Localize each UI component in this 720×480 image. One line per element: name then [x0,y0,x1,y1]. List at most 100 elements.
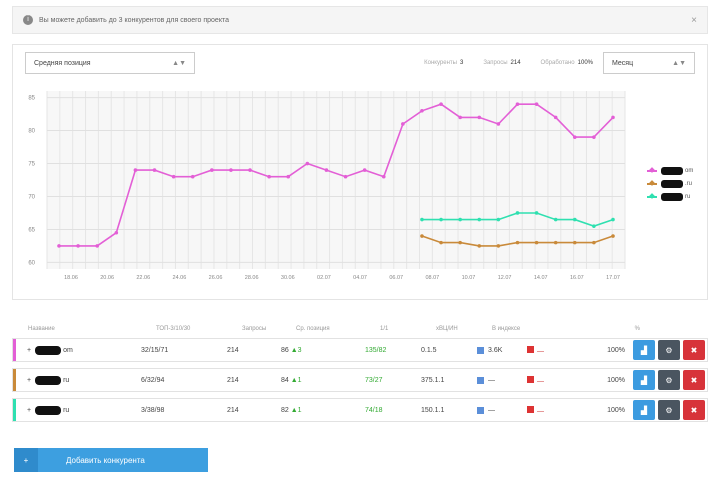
data-point [496,217,501,222]
cell-vc: 150.1.1 [421,406,445,414]
legend-swatch [647,196,657,198]
x-tick-label: 18.06 [64,275,78,281]
data-point [210,168,214,172]
metric-select[interactable]: Средняя позиция ▲▼ [25,52,195,74]
cell-yandex: — [527,345,591,355]
plus-icon: + [14,448,38,472]
y-tick-label: 85 [28,96,35,102]
row-color-stripe [13,399,16,421]
legend-item[interactable]: .ru [647,180,693,188]
competitor-name[interactable]: + ru [27,405,70,415]
summary-metrics: Конкуренты 3 Запросы 214 Обработано 100% [424,60,593,66]
cell-percent: 100% [607,346,625,354]
data-point [458,217,462,222]
data-point [420,108,424,113]
x-tick-label: 17.07 [606,275,620,281]
y-tick-label: 75 [28,162,35,168]
cell-queries: 214 [227,346,239,354]
metric-competitors: Конкуренты 3 [424,60,464,66]
plot-area [47,91,625,269]
data-point [477,217,482,222]
x-tick-label: 04.07 [353,275,367,281]
data-point [381,174,386,179]
header-percent: % [634,326,640,332]
data-point [515,211,520,215]
data-point [572,217,577,222]
chart-button[interactable]: ▟ [633,340,655,360]
legend-item[interactable]: ru [647,193,693,201]
add-competitor-button[interactable]: + Добавить конкурента [14,448,208,472]
series-line [59,103,614,247]
chart-button[interactable]: ▟ [633,370,655,390]
data-point [458,115,462,120]
x-tick-label: 12.07 [498,275,512,281]
cell-index: — [477,376,527,384]
x-tick-label: 02.07 [317,275,331,281]
data-point [420,217,424,222]
cell-avg: 82 ▲1 [281,406,302,414]
row-color-stripe [13,339,16,361]
data-point [439,102,443,106]
chart-button[interactable]: ▟ [633,400,655,420]
redacted-name [35,345,62,355]
chart-toolbar: Средняя позиция ▲▼ Конкуренты 3 Запросы 21… [25,51,695,75]
header-name: Название [28,326,55,332]
x-tick-label: 14.07 [534,275,548,281]
info-icon: i [23,15,33,25]
data-point [611,234,615,238]
delete-button[interactable]: ✖ [683,340,705,360]
x-tick-label: 06.07 [389,275,403,281]
data-point [362,168,367,172]
settings-button[interactable]: ⚙ [658,400,680,420]
delete-button[interactable]: ✖ [683,370,705,390]
metric-queries: Запросы 214 [483,60,521,66]
data-point [534,102,539,106]
legend-label: om [685,168,694,174]
legend-label: .ru [685,181,693,187]
cell-top: 32/15/71 [141,346,169,354]
settings-button[interactable]: ⚙ [658,370,680,390]
cell-ratio: 135/82 [365,346,387,354]
header-top: ТОП-3/10/30 [156,326,191,332]
cell-vc: 0.1.5 [421,346,437,354]
metric-processed: Обработано 100% [540,60,593,66]
redacted-name [35,375,62,385]
y-tick-label: 60 [28,260,35,266]
add-competitor-label: Добавить конкурента [66,455,145,465]
data-point [114,230,119,235]
cell-queries: 214 [227,406,239,414]
period-select[interactable]: Месяц ▲▼ [603,52,695,74]
delete-button[interactable]: ✖ [683,400,705,420]
data-point [534,240,539,245]
competitor-name[interactable]: + om [27,345,73,355]
data-point [152,168,157,172]
cell-percent: 100% [607,406,625,414]
x-tick-label: 28.06 [245,275,259,281]
cell-queries: 214 [227,376,239,384]
row-actions: ▟ ⚙ ✖ [633,400,705,420]
x-tick-label: 20.06 [100,275,114,281]
close-icon[interactable]: × [691,14,697,26]
row-actions: ▟ ⚙ ✖ [633,370,705,390]
x-tick-label: 22.06 [136,275,150,281]
competitor-name[interactable]: + ru [27,375,70,385]
data-point [515,102,520,106]
data-point [133,168,138,172]
data-point [229,168,233,172]
cell-top: 6/32/94 [141,376,165,384]
legend-item[interactable]: om [647,167,693,175]
cell-ratio: 73/27 [365,376,383,384]
data-point [534,211,539,215]
bing-icon [477,376,484,384]
redacted-legend-name [661,193,683,201]
data-point [477,244,482,248]
data-point [496,244,501,248]
data-point [611,217,615,222]
data-point [496,122,501,126]
chevron-down-icon: ▲▼ [672,59,686,67]
header-avg: Ср. позиция [296,326,330,332]
legend-label: ru [685,194,691,200]
settings-button[interactable]: ⚙ [658,340,680,360]
yandex-icon [527,375,534,383]
table-row: + om 32/15/71 214 86 ▲3 135/82 0.1.5 3.6K — 100%… [12,338,708,362]
